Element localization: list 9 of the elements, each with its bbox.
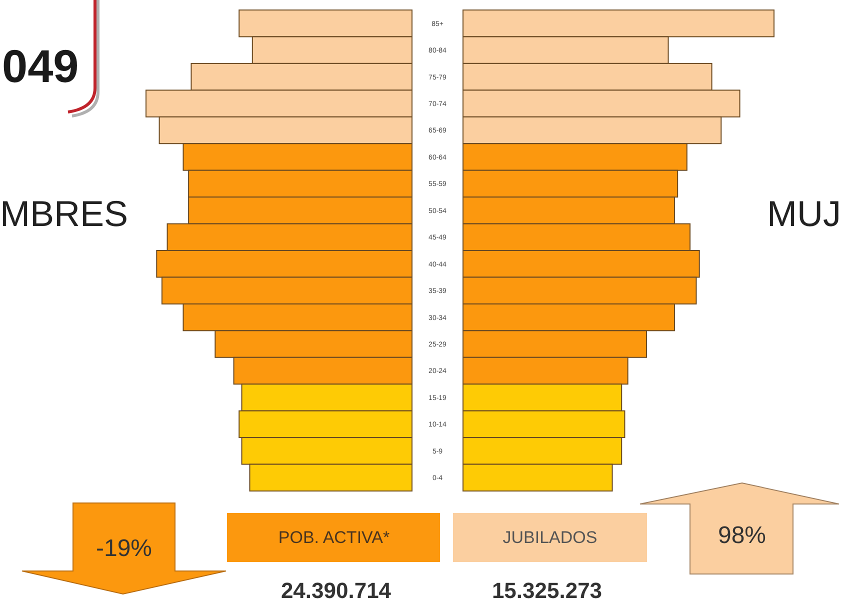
series-label: MUJ bbox=[767, 193, 841, 234]
text: 15.325.273 bbox=[492, 578, 602, 603]
text: 049 bbox=[2, 40, 79, 92]
text: -19% bbox=[96, 535, 152, 562]
text: 98% bbox=[718, 522, 766, 549]
text: JUBILADOS bbox=[502, 528, 598, 547]
text: POB. ACTIVA* bbox=[278, 528, 390, 547]
text: 24.390.714 bbox=[280, 578, 392, 603]
series-label: MBRES bbox=[0, 193, 128, 234]
